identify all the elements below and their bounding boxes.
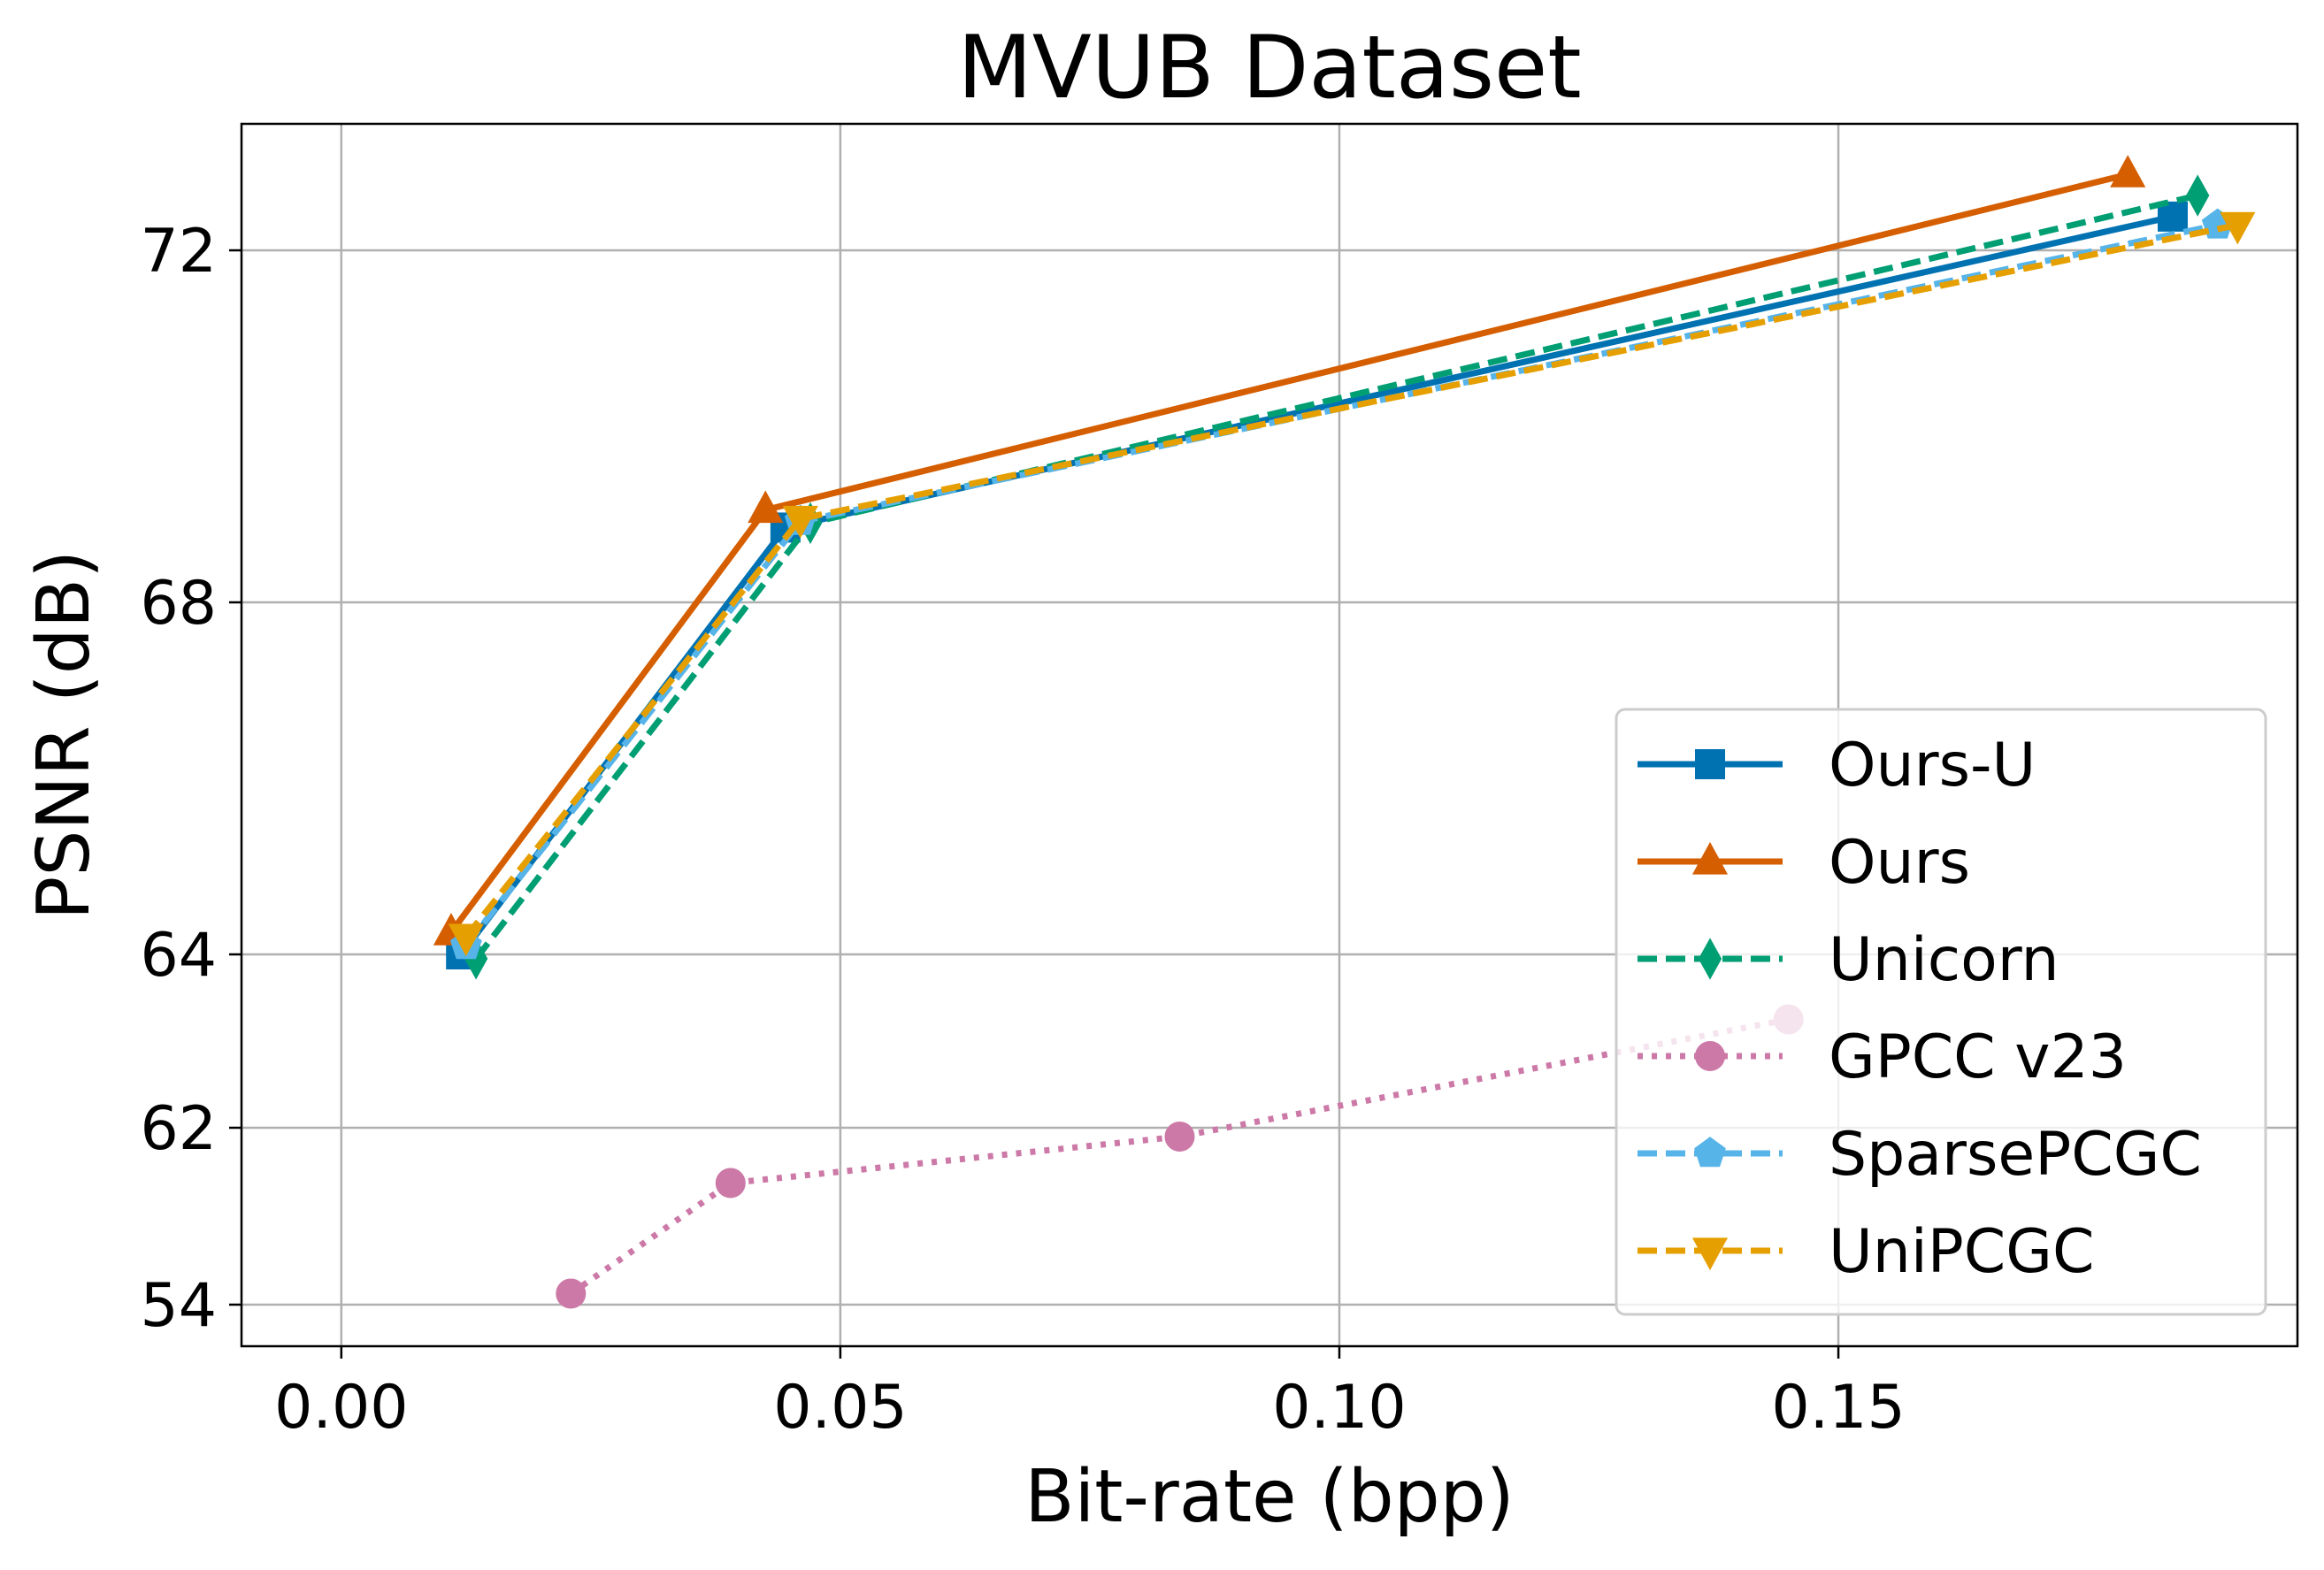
x-tick-label: 0.10 xyxy=(1272,1373,1406,1443)
data-point xyxy=(1164,1122,1195,1152)
legend-label: Ours-U xyxy=(1829,731,2036,800)
legend-entry: SparsePCGC xyxy=(1638,1120,2202,1190)
legend: Ours-U Ours Unicorn GPCC v23 SparsePCGC UniPC… xyxy=(1615,708,2267,1316)
data-point xyxy=(782,505,818,539)
chart-title: MVUB Dataset xyxy=(957,18,1581,119)
legend-marker xyxy=(1695,1041,1725,1071)
legend-marker xyxy=(1691,841,1729,875)
x-axis-label: Bit-rate (bpp) xyxy=(1024,1455,1515,1539)
plot-area xyxy=(433,155,2256,1309)
legend-marker xyxy=(1694,1137,1726,1168)
legend-marker xyxy=(1698,938,1722,980)
legend-label: Ours xyxy=(1829,828,1970,898)
y-axis-label: PSNR (dB) xyxy=(22,550,106,920)
ticks: 0.00 0.05 0.10 0.15 54 62 64 68 72 xyxy=(140,217,1905,1443)
legend-label: Unicorn xyxy=(1829,925,2059,995)
legend-marker xyxy=(1691,1237,1729,1271)
x-tick-label: 0.05 xyxy=(773,1373,907,1443)
data-point xyxy=(556,1278,587,1309)
x-tick-label: 0.00 xyxy=(274,1373,408,1443)
axes-frame xyxy=(240,122,2299,1348)
y-tick-label: 62 xyxy=(140,1094,217,1164)
y-tick-label: 68 xyxy=(140,569,217,639)
x-tick-label: 0.15 xyxy=(1771,1373,1905,1443)
legend-entry: Unicorn xyxy=(1638,925,2059,995)
data-point xyxy=(748,490,784,524)
data-point xyxy=(2110,155,2146,188)
legend-marker xyxy=(1695,749,1725,779)
y-tick-label: 64 xyxy=(140,921,217,991)
legend-label: UniPCGC xyxy=(1829,1217,2094,1287)
legend-label: SparsePCGC xyxy=(1829,1120,2202,1190)
y-tick-label: 72 xyxy=(140,217,217,287)
legend-entry: Ours xyxy=(1638,828,1970,898)
data-point xyxy=(2220,211,2256,245)
legend-entry: UniPCGC xyxy=(1638,1217,2094,1287)
data-point xyxy=(2157,201,2188,232)
series-unipcgc xyxy=(448,211,2256,957)
data-point xyxy=(2186,174,2210,217)
data-point xyxy=(448,923,484,957)
legend-label: GPCC v23 xyxy=(1829,1022,2127,1092)
data-point xyxy=(715,1168,746,1199)
y-tick-label: 54 xyxy=(140,1271,217,1341)
series-line xyxy=(464,221,2239,939)
legend-entry: Ours-U xyxy=(1638,731,2036,800)
legend-entry: GPCC v23 xyxy=(1638,1022,2127,1092)
